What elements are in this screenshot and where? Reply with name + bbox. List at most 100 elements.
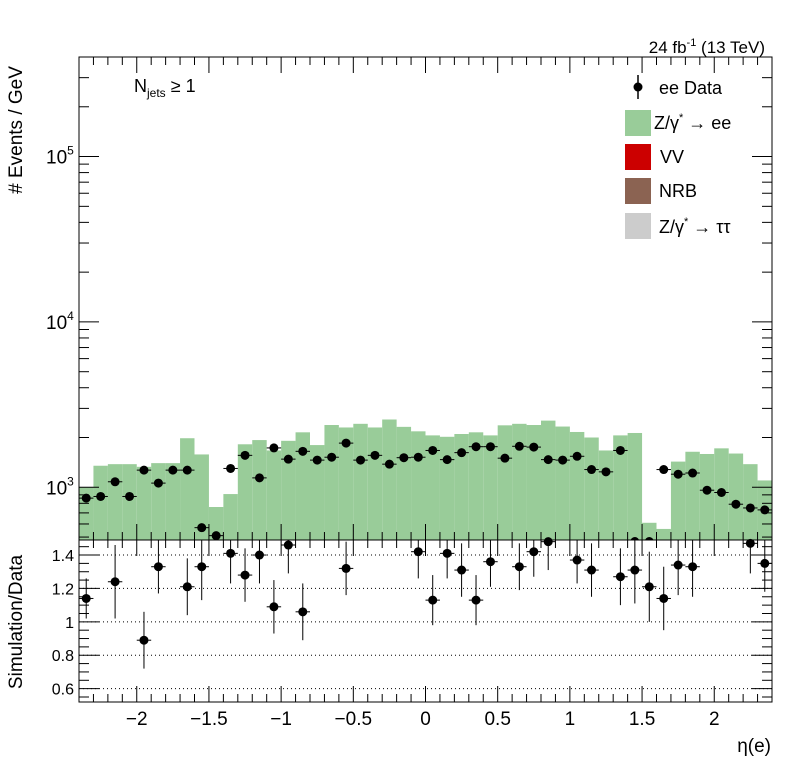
bar-0-22 — [396, 426, 412, 540]
ratio-point — [81, 593, 91, 603]
main-y-axis-label: # Events / GeV — [6, 66, 27, 194]
data-point — [601, 467, 611, 477]
data-point — [139, 465, 149, 475]
ratio-y-tick-label: 0.8 — [52, 648, 74, 665]
ratio-point — [485, 557, 495, 567]
legend-label-zee: Z/γ* → ee — [654, 112, 731, 133]
data-point — [471, 442, 481, 452]
data-point — [702, 485, 712, 495]
data-point — [370, 450, 380, 460]
x-tick-label: −0.5 — [335, 709, 373, 730]
ratio-point — [197, 562, 207, 572]
ratio-x-tick-labels: −2 −1.5 −1 −0.5 0 0.5 1 1.5 2 — [126, 709, 720, 730]
bar-0-13 — [266, 450, 282, 540]
legend-swatch-zee — [625, 110, 651, 136]
data-point — [745, 503, 755, 513]
bar-0-15 — [295, 432, 310, 540]
legend-data-marker — [633, 82, 643, 92]
data-point — [659, 465, 669, 475]
bar-0-6 — [165, 463, 181, 540]
bar-0-23 — [411, 431, 426, 540]
bar-0-46 — [743, 464, 758, 540]
ratio-point — [529, 547, 539, 557]
ratio-y-tick-label: 1.2 — [52, 581, 74, 598]
bar-0-39 — [642, 522, 657, 540]
bar-0-29 — [497, 425, 513, 540]
data-point — [428, 445, 438, 455]
bar-0-28 — [483, 435, 498, 540]
data-point — [254, 473, 264, 483]
ratio-y-axis-label: Simulation/Data — [6, 555, 27, 690]
ratio-point — [572, 555, 582, 565]
bar-0-12 — [252, 440, 267, 540]
bar-0-16 — [310, 445, 325, 540]
data-point — [413, 452, 423, 462]
main-y-tick-labels: 103 104 105 — [46, 144, 74, 500]
data-point — [283, 454, 293, 464]
ratio-frame — [78, 539, 773, 703]
ratio-point — [110, 577, 120, 587]
ratio-point — [688, 562, 698, 572]
legend-label-ztautau: Z/γ* → ττ — [659, 216, 731, 237]
ratio-point — [182, 582, 192, 592]
ratio-point — [269, 602, 279, 612]
legend-item-nrb: NRB — [625, 178, 697, 204]
ratio-point — [254, 550, 264, 560]
data-point — [110, 477, 120, 487]
data-point — [81, 493, 91, 503]
bar-0-41 — [670, 461, 686, 540]
bar-0-40 — [656, 528, 671, 540]
bar-0-32 — [541, 420, 556, 540]
x-tick-label: 0 — [420, 709, 431, 730]
ratio-point — [240, 570, 250, 580]
data-point — [399, 453, 409, 463]
bar-0-1 — [93, 465, 108, 540]
bar-0-7 — [180, 438, 195, 540]
legend: ee Data Z/γ* → ee VV NRB Z/γ* → ττ — [625, 75, 731, 239]
lumi-label: 24 fb-1 (13 TeV) — [649, 37, 765, 57]
legend-item-vv: VV — [625, 144, 684, 170]
bar-0-2 — [107, 464, 123, 540]
x-axis-label: η(e) — [737, 736, 771, 757]
bar-0-27 — [468, 432, 484, 540]
main-y-tick-label: 104 — [46, 309, 74, 334]
bar-0-26 — [454, 434, 469, 540]
ratio-point — [760, 558, 770, 568]
data-point — [341, 438, 351, 448]
bar-0-30 — [512, 423, 527, 540]
main-panel: 103 104 105 # Events / GeV 24 fb-1 (13 TeV… — [6, 37, 773, 547]
data-point — [688, 468, 698, 478]
bar-0-5 — [151, 463, 166, 540]
bar-0-42 — [685, 451, 700, 540]
ratio-point — [587, 565, 597, 575]
x-tick-label: 1 — [565, 709, 576, 730]
ratio-point — [226, 548, 236, 558]
bar-0-11 — [237, 444, 253, 540]
legend-swatch-nrb — [625, 178, 651, 204]
bar-0-36 — [598, 450, 614, 540]
main-y-tick-label: 105 — [46, 144, 74, 169]
bar-0-25 — [439, 436, 455, 540]
bar-0-24 — [425, 435, 440, 540]
data-point — [269, 443, 279, 453]
data-point — [153, 478, 163, 488]
bar-0-19 — [353, 423, 368, 540]
ratio-point — [659, 593, 669, 603]
data-point — [529, 442, 539, 452]
data-point — [442, 455, 452, 465]
bar-0-35 — [584, 437, 599, 540]
ratio-y-ticks — [79, 546, 772, 698]
data-point — [168, 465, 178, 475]
data-point — [514, 441, 524, 451]
data-point — [96, 491, 106, 501]
ratio-point — [283, 540, 293, 550]
data-point — [312, 455, 322, 465]
cut-label: Njets ≥ 1 — [134, 76, 196, 100]
ratio-point — [153, 562, 163, 572]
main-y-tick-label: 103 — [46, 474, 74, 499]
ratio-point — [139, 635, 149, 645]
data-point — [125, 491, 135, 501]
bar-0-4 — [136, 466, 152, 540]
legend-label-nrb: NRB — [659, 181, 697, 201]
data-point — [558, 455, 568, 465]
